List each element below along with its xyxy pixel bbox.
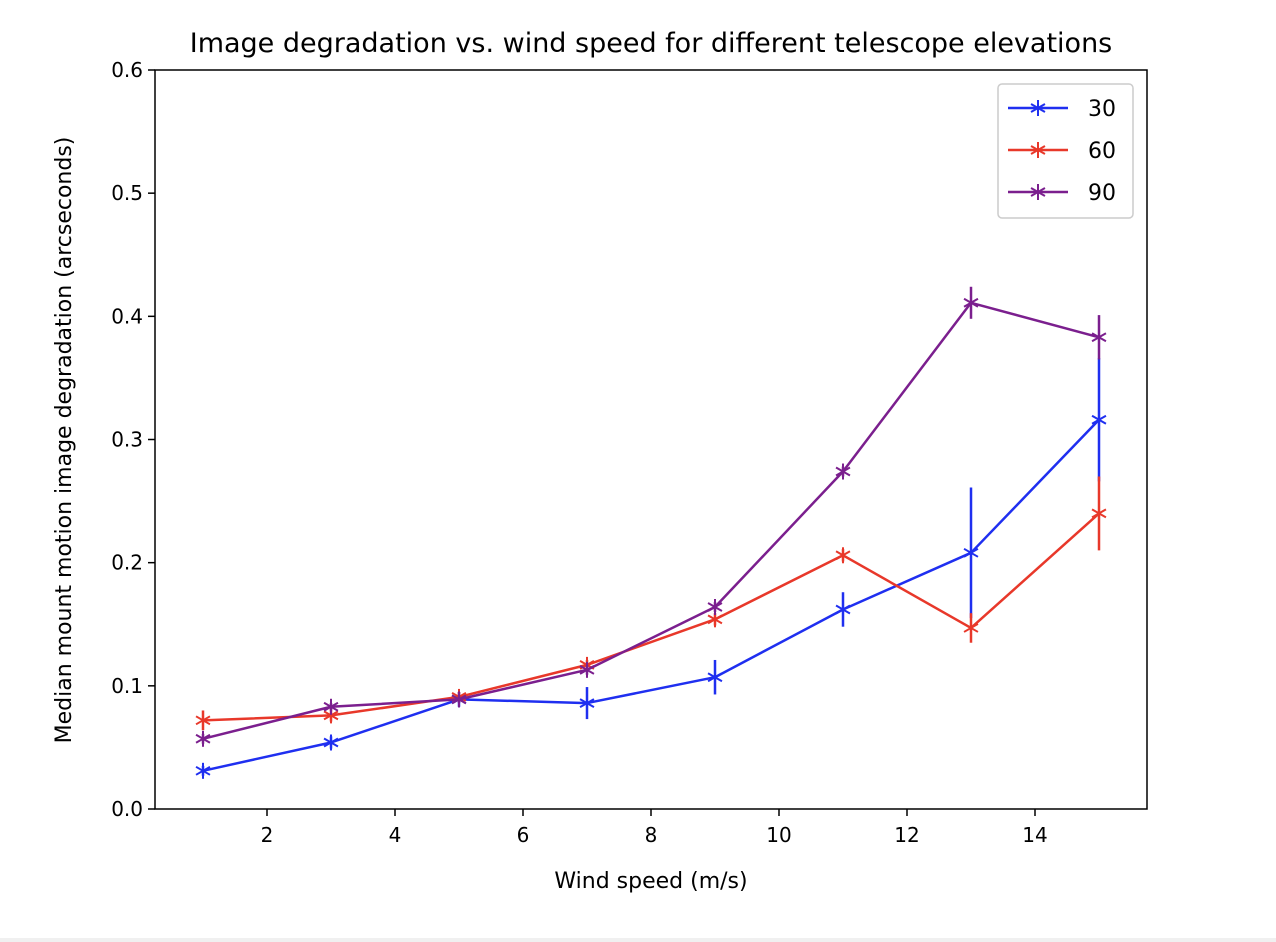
data-point-60 (835, 547, 851, 564)
legend-label-60: 60 (1088, 139, 1116, 164)
legend: 30 60 90 (997, 83, 1134, 219)
x-tick-label: 14 (1022, 823, 1047, 847)
data-point-30 (323, 734, 339, 751)
x-tick-label: 8 (645, 823, 658, 847)
data-point-90 (451, 691, 467, 708)
data-point-90 (579, 661, 595, 678)
data-point-30 (1091, 411, 1107, 428)
y-tick-label: 0.1 (111, 674, 143, 698)
y-tick-label: 0.4 (111, 304, 143, 328)
bottom-divider (0, 938, 1276, 942)
y-tick-label: 0.0 (111, 797, 143, 821)
y-axis-label: Median mount motion image degradation (a… (52, 137, 77, 744)
x-tick-label: 10 (766, 823, 791, 847)
data-point-60 (963, 619, 979, 636)
plot-area: 2 4 6 8 10 12 14 0.0 0.1 0.2 0.3 0.4 0.5 0.6 (111, 58, 1107, 847)
data-point-30 (963, 544, 979, 561)
legend-marker-60 (1030, 142, 1046, 158)
data-point-60 (1091, 505, 1107, 522)
x-tick-label: 4 (389, 823, 402, 847)
data-point-60 (195, 712, 211, 729)
y-tick-label: 0.5 (111, 181, 143, 205)
data-point-30 (579, 695, 595, 712)
chart-title: Image degradation vs. wind speed for dif… (190, 28, 1113, 59)
x-tick-label: 12 (894, 823, 919, 847)
x-tick-label: 2 (261, 823, 274, 847)
data-point-30 (835, 601, 851, 618)
data-point-90 (963, 294, 979, 311)
series-line-30 (202, 418, 1100, 773)
series-line-60 (202, 512, 1100, 722)
data-point-30 (195, 762, 211, 779)
legend-marker-30 (1030, 100, 1046, 116)
x-tick-label: 6 (517, 823, 530, 847)
data-point-30 (707, 669, 723, 686)
y-tick-label: 0.2 (111, 551, 143, 575)
axes-frame (154, 69, 1148, 810)
legend-label-90: 90 (1088, 181, 1116, 206)
x-axis-label: Wind speed (m/s) (554, 869, 747, 894)
y-tick-label: 0.6 (111, 58, 143, 82)
data-point-90 (707, 599, 723, 616)
series-line-90 (202, 301, 1100, 741)
data-point-90 (835, 463, 851, 480)
data-point-90 (195, 730, 211, 747)
y-tick-label: 0.3 (111, 428, 143, 452)
legend-label-30: 30 (1088, 97, 1116, 122)
data-point-90 (1091, 329, 1107, 346)
data-point-90 (323, 698, 339, 715)
legend-marker-90 (1030, 184, 1046, 200)
